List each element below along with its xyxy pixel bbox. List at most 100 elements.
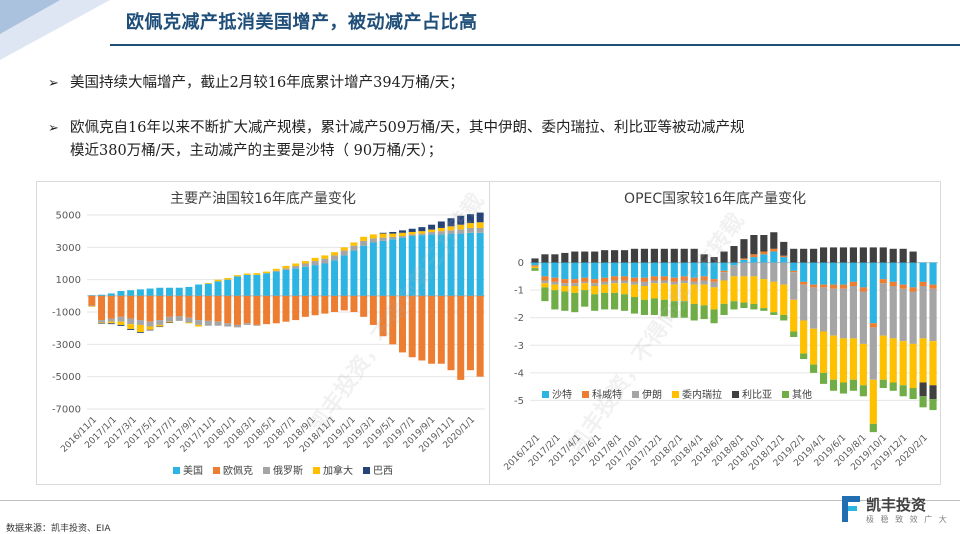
bar-segment bbox=[551, 254, 559, 263]
bar-segment bbox=[224, 279, 232, 296]
bar-segment bbox=[750, 276, 758, 304]
bar-segment bbox=[107, 323, 115, 325]
legend-swatch bbox=[672, 391, 679, 398]
bar-segment bbox=[889, 262, 897, 282]
bar-segment bbox=[360, 295, 368, 317]
bar-segment bbox=[919, 286, 927, 339]
bar-segment bbox=[340, 247, 348, 251]
bar-segment bbox=[929, 284, 937, 289]
bar-segment bbox=[321, 263, 329, 296]
bar-segment bbox=[233, 276, 241, 296]
bar-segment bbox=[640, 286, 649, 300]
bar-segment bbox=[301, 295, 309, 317]
bar-segment bbox=[156, 295, 164, 321]
bar-segment bbox=[670, 277, 678, 282]
bar-segment bbox=[929, 341, 937, 386]
bar-segment bbox=[428, 234, 436, 296]
bar-segment bbox=[611, 276, 619, 281]
bar-segment bbox=[849, 379, 857, 391]
bar-segment bbox=[311, 261, 319, 266]
bar-segment bbox=[720, 303, 728, 315]
bar-segment bbox=[700, 262, 708, 277]
bar-segment bbox=[730, 265, 738, 277]
bar-segment bbox=[680, 283, 688, 302]
bar-segment bbox=[292, 295, 300, 321]
bar-segment bbox=[770, 248, 778, 252]
bar-segment bbox=[466, 227, 474, 233]
chart-opec: 0-1-2-3-4-52016/12/12017/2/12017/4/12017… bbox=[503, 232, 938, 473]
bar-segment bbox=[166, 321, 174, 323]
bar-segment bbox=[601, 284, 609, 293]
bar-segment bbox=[819, 284, 828, 288]
bar-segment bbox=[107, 321, 115, 324]
bar-segment bbox=[740, 276, 748, 303]
bar-segment bbox=[620, 294, 629, 311]
bar-segment bbox=[146, 295, 154, 322]
bar-segment bbox=[879, 262, 887, 280]
footer-divider bbox=[0, 500, 960, 501]
bar-segment bbox=[136, 295, 144, 321]
chart-panel-major-producers: 主要产油国较16年底产量变化 5000 3000 1000 -1000 -3000 -50… bbox=[36, 181, 490, 485]
bar-segment bbox=[457, 215, 465, 225]
bar-segment bbox=[919, 281, 927, 287]
bar-segment bbox=[561, 291, 569, 311]
bar-segment bbox=[690, 281, 698, 285]
bar-segment bbox=[418, 233, 426, 236]
bar-segment bbox=[591, 251, 599, 263]
bar-segment bbox=[185, 317, 193, 323]
bar-segment bbox=[800, 284, 808, 321]
bar-segment bbox=[466, 214, 474, 224]
bar-segment bbox=[272, 295, 280, 324]
bar-segment bbox=[561, 283, 569, 287]
bar-segment bbox=[640, 299, 649, 315]
bar-segment bbox=[909, 262, 917, 288]
bar-segment bbox=[263, 295, 271, 325]
bar-segment bbox=[233, 324, 241, 328]
bar-segment bbox=[272, 271, 280, 296]
bar-segment bbox=[849, 262, 857, 282]
bar-segment bbox=[418, 295, 426, 361]
bar-segment bbox=[531, 262, 539, 266]
bar-segment bbox=[630, 262, 639, 278]
bar-segment bbox=[690, 262, 698, 278]
bar-segment bbox=[166, 322, 174, 324]
bar-segment bbox=[710, 281, 718, 288]
chart-title: 主要产油国较16年底产量变化 bbox=[170, 191, 356, 207]
bar-segment bbox=[146, 329, 154, 331]
bar-segment bbox=[571, 292, 579, 313]
bar-segment bbox=[195, 295, 203, 321]
bar-segment bbox=[899, 262, 907, 285]
bar-segment bbox=[117, 321, 125, 325]
bar-segment bbox=[166, 295, 174, 317]
bar-segment bbox=[730, 246, 738, 263]
bar-segment bbox=[720, 251, 728, 263]
bar-segment bbox=[350, 245, 358, 251]
bar-segment bbox=[531, 268, 539, 271]
legend-label: 巴西 bbox=[373, 465, 393, 477]
bar-segment bbox=[571, 279, 579, 284]
bar-segment bbox=[810, 364, 818, 373]
bar-segment bbox=[650, 298, 658, 315]
bar-segment bbox=[680, 276, 688, 281]
bar-segment bbox=[670, 281, 678, 285]
bar-segment bbox=[720, 270, 728, 273]
y-tick-label: -5000 bbox=[52, 372, 81, 383]
bar-segment bbox=[899, 385, 907, 397]
company-logo: 凯丰投资 极 稳 致 效 广 大 bbox=[840, 492, 960, 532]
bar-segment bbox=[839, 262, 848, 285]
bar-segment bbox=[331, 260, 339, 296]
legend-swatch bbox=[363, 467, 370, 474]
bar-segment bbox=[839, 382, 848, 394]
bar-segment bbox=[819, 287, 828, 332]
bar-segment bbox=[175, 316, 183, 321]
bar-segment bbox=[770, 251, 778, 263]
legend-swatch bbox=[173, 467, 180, 474]
bar-segment bbox=[581, 251, 589, 263]
bar-segment bbox=[408, 228, 416, 232]
bar-segment bbox=[321, 255, 329, 259]
bar-segment bbox=[175, 287, 183, 296]
y-tick-label: -2 bbox=[514, 313, 524, 324]
y-tick-label: 3000 bbox=[56, 243, 81, 254]
bullet-1-text: 美国持续大幅增产，截止2月较16年底累计增产394万桶/天； bbox=[70, 75, 464, 91]
bar-segment bbox=[127, 290, 135, 296]
